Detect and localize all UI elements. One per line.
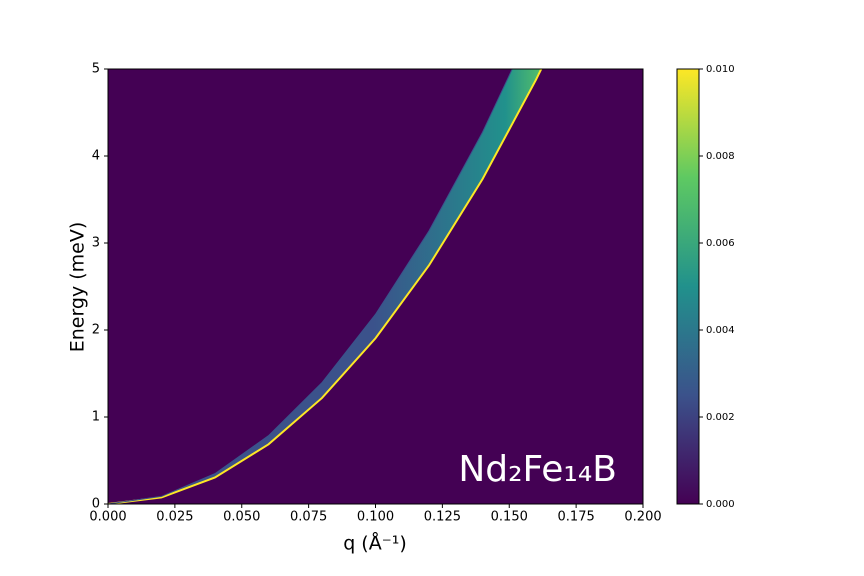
x-tick-label: 0.000 — [89, 510, 126, 525]
y-tick-label: 3 — [92, 236, 100, 251]
y-tick-label: 2 — [92, 323, 100, 338]
x-tick-label: 0.200 — [624, 510, 661, 525]
y-axis-label: Energy (meV) — [67, 222, 89, 353]
x-tick-label: 0.075 — [290, 510, 327, 525]
colorbar-tick-label: 0.010 — [706, 64, 735, 75]
y-tick-label: 1 — [92, 410, 100, 425]
colorbar-tick-label: 0.000 — [706, 499, 735, 510]
annotation: Nd₂Fe₁₄B — [458, 449, 617, 490]
x-tick-label: 0.175 — [558, 510, 595, 525]
y-tick-label: 0 — [92, 497, 100, 512]
x-tick-label: 0.025 — [156, 510, 193, 525]
plot-area — [108, 69, 543, 504]
colorbar-tick-label: 0.008 — [706, 151, 735, 162]
x-axis-label: q (Å⁻¹) — [343, 532, 407, 555]
x-tick-label: 0.150 — [491, 510, 528, 525]
x-tick-label: 0.050 — [223, 510, 260, 525]
y-tick-label: 5 — [92, 62, 100, 77]
plot-background — [108, 69, 643, 504]
x-tick-label: 0.100 — [357, 510, 394, 525]
colorbar-tick-label: 0.006 — [706, 238, 735, 249]
colorbar — [676, 68, 700, 505]
colorbar-tick-label: 0.004 — [706, 325, 735, 336]
x-tick-label: 0.125 — [424, 510, 461, 525]
y-tick-label: 4 — [92, 149, 100, 164]
colorbar-tick-label: 0.002 — [706, 412, 735, 423]
band-edge — [108, 69, 543, 504]
band-edge — [108, 69, 513, 504]
band-fill — [108, 69, 542, 504]
